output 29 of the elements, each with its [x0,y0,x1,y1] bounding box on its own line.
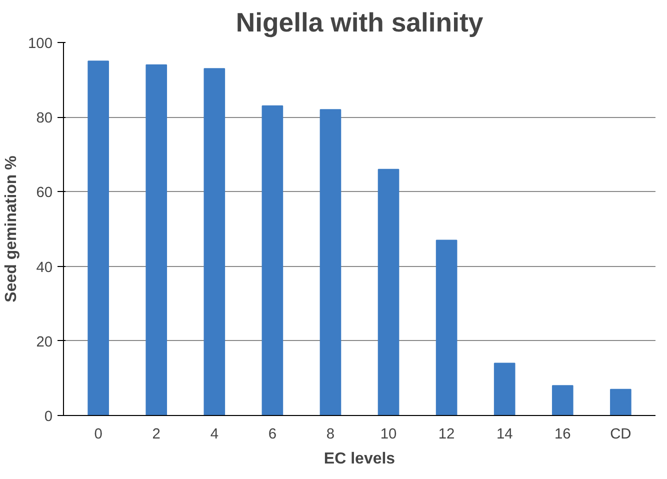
y-tick-label: 80 [36,110,53,127]
x-tick-label: 10 [380,426,397,442]
x-tick-label: 8 [326,426,335,442]
bar [204,68,226,416]
bar [262,105,284,416]
bar [436,240,458,416]
y-axis-title: Seed gemination % [3,156,20,302]
bar [610,388,632,416]
x-tick-label: 12 [438,426,455,442]
bar [494,362,516,416]
bar [88,60,109,416]
bar [552,385,574,416]
x-tick-label: 4 [210,426,218,442]
bar [378,168,400,416]
y-tick-label: 40 [36,260,53,276]
y-tick-label: 100 [28,36,53,52]
y-tick-label: 60 [36,185,53,202]
x-tick-label: 16 [554,426,571,442]
x-tick-label: 0 [94,426,102,442]
bar [320,109,342,416]
y-tick-label: 0 [44,409,53,425]
x-tick-label: 2 [152,426,160,442]
x-tick-label: 6 [268,426,277,442]
y-tick-label: 20 [36,334,53,350]
x-tick-label: CD [610,426,632,442]
x-tick-label: 14 [496,426,513,442]
x-axis-title: EC levels [324,450,396,468]
bar [146,64,168,416]
chart-title: Nigella with salinity [236,8,484,38]
